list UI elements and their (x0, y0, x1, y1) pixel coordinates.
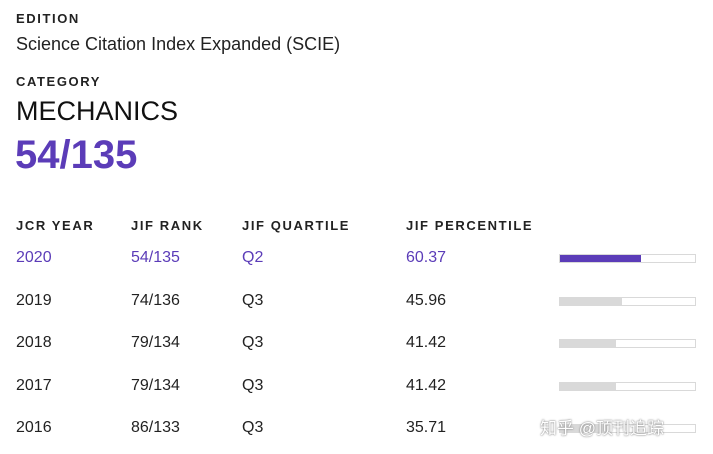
table-row: 2020 54/135 Q2 60.37 (0, 249, 713, 279)
table-row: 2017 79/134 Q3 41.42 (0, 377, 713, 407)
percentile-bar-fill (560, 255, 642, 262)
table-row: 2019 74/136 Q3 45.96 (0, 292, 713, 322)
cell-rank: 79/134 (131, 377, 180, 394)
percentile-bar (559, 339, 696, 348)
category-rank: 54/135 (15, 133, 138, 177)
cell-quartile[interactable]: Q2 (242, 249, 264, 266)
cell-quartile: Q3 (242, 419, 264, 436)
cell-percentile: 41.42 (406, 377, 447, 394)
header-jif-quartile: JIF QUARTILE (242, 218, 351, 233)
percentile-bar-fill (560, 383, 616, 390)
percentile-bar (559, 254, 696, 263)
cell-quartile: Q3 (242, 377, 264, 394)
percentile-bar (559, 297, 696, 306)
cell-rank: 79/134 (131, 334, 180, 351)
percentile-bar-fill (560, 425, 609, 432)
cell-percentile: 35.71 (406, 419, 447, 436)
cell-percentile[interactable]: 60.37 (406, 249, 447, 266)
category-name: MECHANICS (16, 96, 179, 126)
cell-percentile: 45.96 (406, 292, 447, 309)
category-label: CATEGORY (16, 74, 102, 89)
table-row: 2016 86/133 Q3 35.71 (0, 419, 713, 449)
watermark: 知乎 @顶刊追踪 (540, 419, 664, 438)
cell-rank: 86/133 (131, 419, 180, 436)
cell-rank[interactable]: 54/135 (131, 249, 180, 266)
cell-year[interactable]: 2020 (16, 249, 52, 266)
header-jif-rank: JIF RANK (131, 218, 204, 233)
header-jcr-year: JCR YEAR (16, 218, 95, 233)
cell-quartile: Q3 (242, 334, 264, 351)
cell-year: 2017 (16, 377, 52, 394)
edition-value: Science Citation Index Expanded (SCIE) (16, 34, 341, 54)
percentile-bar-fill (560, 298, 623, 305)
table-row: 2018 79/134 Q3 41.42 (0, 334, 713, 364)
cell-year: 2018 (16, 334, 52, 351)
percentile-bar-fill (560, 340, 616, 347)
edition-label: EDITION (16, 11, 80, 26)
cell-year: 2016 (16, 419, 52, 436)
cell-quartile: Q3 (242, 292, 264, 309)
cell-rank: 74/136 (131, 292, 180, 309)
percentile-bar (559, 382, 696, 391)
cell-year: 2019 (16, 292, 52, 309)
header-jif-percentile: JIF PERCENTILE (406, 218, 534, 233)
percentile-bar (559, 424, 696, 433)
cell-percentile: 41.42 (406, 334, 447, 351)
